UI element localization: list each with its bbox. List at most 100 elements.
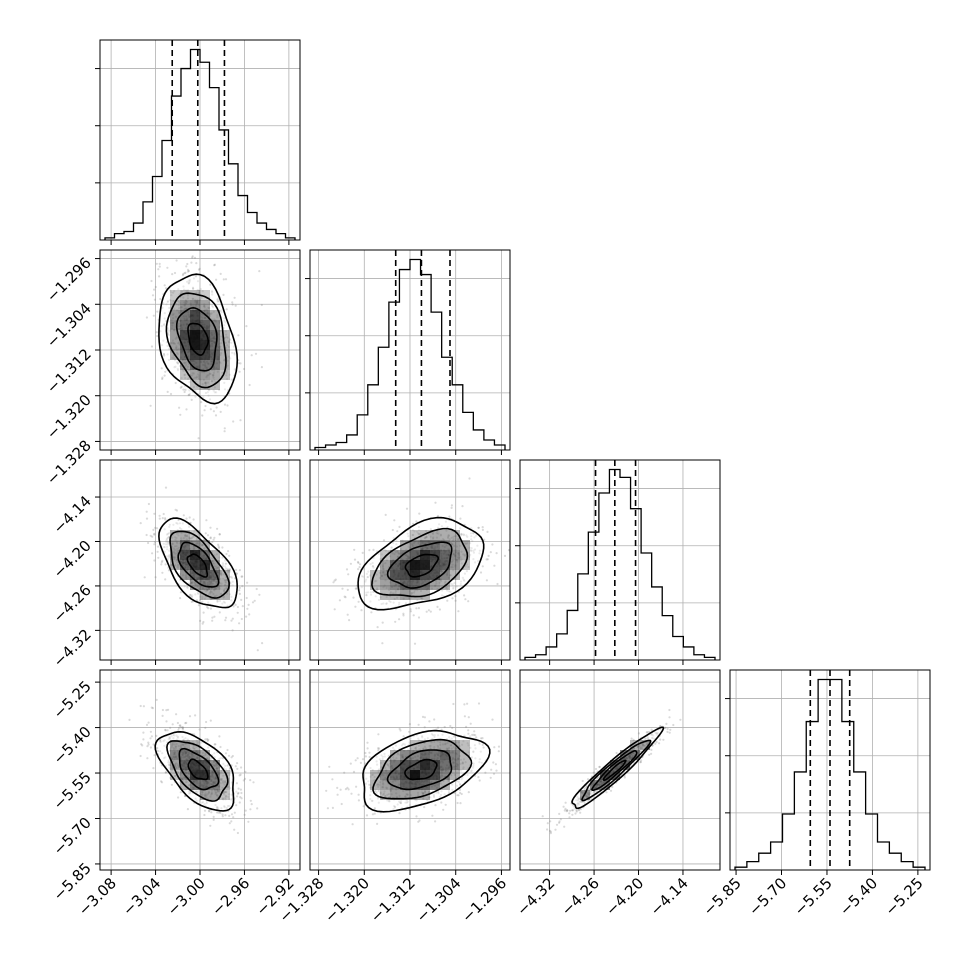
- scatter-point: [457, 556, 460, 559]
- scatter-point: [463, 553, 466, 556]
- scatter-point: [462, 533, 465, 536]
- scatter-point: [365, 814, 369, 817]
- scatter-point: [463, 579, 466, 582]
- scatter-point: [398, 585, 401, 588]
- scatter-point: [193, 548, 196, 551]
- density-cell: [450, 570, 460, 580]
- scatter-point: [239, 419, 242, 422]
- scatter-point: [485, 579, 488, 582]
- scatter-point: [161, 376, 164, 379]
- histogram-panel-0: [95, 39, 301, 241]
- scatter-point: [430, 733, 433, 736]
- scatter-point: [191, 741, 194, 744]
- scatter-point: [432, 536, 435, 539]
- scatter-point: [399, 729, 402, 732]
- scatter-point: [459, 527, 462, 530]
- scatter-point: [236, 611, 239, 614]
- scatter-point: [213, 765, 216, 768]
- density-cell: [180, 750, 190, 760]
- scatter-point: [177, 534, 180, 537]
- scatter-point: [457, 610, 460, 613]
- scatter-point: [439, 743, 442, 747]
- scatter-point: [228, 341, 231, 344]
- scatter-point: [192, 547, 195, 551]
- density-cell: [190, 570, 200, 580]
- scatter-point: [191, 374, 194, 377]
- scatter-point: [666, 727, 669, 731]
- scatter-point: [224, 798, 227, 801]
- scatter-point: [211, 304, 214, 307]
- scatter-point: [399, 801, 402, 804]
- scatter-point: [446, 587, 449, 590]
- scatter-point: [485, 558, 488, 561]
- scatter-point: [372, 773, 375, 776]
- scatter-point: [230, 341, 233, 344]
- scatter-point: [446, 571, 449, 574]
- scatter-point: [589, 789, 592, 792]
- scatter-point: [206, 381, 209, 384]
- scatter-point: [203, 548, 206, 551]
- scatter-point: [179, 726, 182, 729]
- scatter-point: [408, 723, 411, 726]
- scatter-point: [189, 540, 193, 543]
- scatter-point: [377, 733, 380, 736]
- scatter-point: [375, 579, 378, 582]
- scatter-point: [376, 763, 379, 766]
- density-cell: [200, 320, 210, 330]
- scatter-point: [219, 745, 222, 749]
- scatter-point: [240, 617, 243, 621]
- scatter-point: [460, 532, 463, 536]
- scatter-point: [433, 746, 436, 749]
- scatter-point: [209, 283, 212, 286]
- scatter-point: [161, 708, 164, 712]
- scatter-point: [190, 600, 193, 604]
- scatter-point: [180, 743, 183, 746]
- scatter-point: [220, 573, 223, 576]
- scatter-point: [467, 751, 470, 754]
- scatter-point: [184, 302, 188, 305]
- scatter-point: [223, 791, 226, 794]
- scatter-point: [156, 747, 159, 750]
- scatter-point: [479, 571, 483, 574]
- scatter-point: [173, 271, 177, 275]
- scatter-point: [462, 534, 466, 537]
- scatter-point: [182, 743, 185, 747]
- scatter-point: [204, 382, 207, 385]
- scatter-point: [472, 766, 475, 769]
- scatter-point: [376, 626, 379, 629]
- scatter-point: [377, 785, 380, 788]
- scatter-point: [177, 563, 180, 566]
- scatter-point: [219, 811, 222, 815]
- contour-line-3: [158, 273, 239, 405]
- scatter-point: [177, 362, 180, 365]
- scatter-point: [672, 723, 675, 727]
- scatter-point: [441, 544, 444, 548]
- scatter-point: [439, 578, 442, 581]
- scatter-point: [188, 593, 192, 597]
- scatter-point: [173, 329, 176, 332]
- scatter-point: [394, 620, 397, 623]
- scatter-point: [370, 799, 373, 803]
- scatter-point: [200, 741, 203, 744]
- scatter-point: [183, 770, 186, 773]
- scatter-point: [440, 782, 443, 785]
- density-cell: [220, 370, 230, 380]
- scatter-point: [168, 554, 171, 557]
- scatter-point: [147, 541, 150, 545]
- scatter-point: [195, 376, 198, 379]
- scatter-point: [232, 345, 235, 348]
- scatter-point: [174, 538, 177, 541]
- scatter-point: [203, 803, 206, 806]
- scatter-point: [218, 611, 221, 614]
- scatter-point: [462, 766, 465, 769]
- scatter-point: [175, 766, 178, 769]
- scatter-point: [228, 804, 231, 808]
- scatter-point: [209, 526, 212, 529]
- scatter-point: [168, 523, 171, 526]
- density-cell: [210, 780, 220, 790]
- scatter-point: [190, 398, 193, 401]
- scatter-point: [452, 553, 456, 556]
- scatter-point: [186, 586, 189, 589]
- scatter-point: [429, 610, 432, 613]
- scatter-point: [446, 747, 449, 750]
